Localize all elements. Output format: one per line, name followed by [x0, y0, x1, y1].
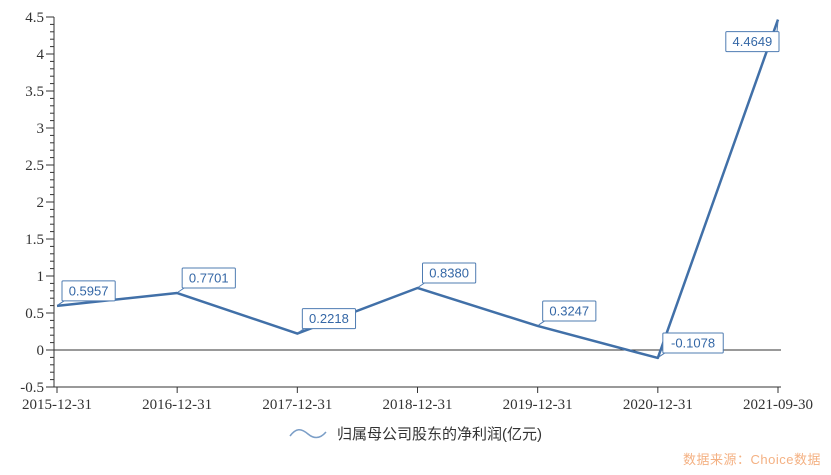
point-label: 0.3247 — [538, 300, 597, 326]
point-label: 0.7701 — [177, 267, 236, 293]
y-axis-tick-label: 4.5 — [25, 10, 44, 26]
y-axis-tick-label: 2 — [37, 195, 45, 211]
point-label-value: -0.1078 — [671, 335, 715, 350]
x-axis-tick-label: 2018-12-31 — [383, 397, 453, 413]
x-axis-tick-label: 2019-12-31 — [503, 397, 573, 413]
y-axis-tick-label: 3.5 — [25, 84, 44, 100]
x-axis-tick-label: 2016-12-31 — [142, 397, 212, 413]
point-label-value: 0.8380 — [429, 265, 469, 280]
point-label: 4.4649 — [725, 20, 780, 53]
point-label-value: 0.3247 — [549, 303, 589, 318]
y-axis-tick-label: 3 — [37, 121, 45, 137]
point-label-value: 0.5957 — [69, 283, 109, 298]
y-axis-tick-label: 1 — [37, 269, 45, 285]
y-axis-tick-label: 0.5 — [25, 306, 44, 322]
legend-series-label: 归属母公司股东的净利润(亿元) — [337, 426, 542, 443]
point-label: 0.5957 — [57, 280, 116, 306]
point-label-leader — [57, 300, 65, 306]
point-label: -0.1078 — [658, 332, 724, 358]
point-label-box — [61, 280, 116, 302]
point-label: 0.2218 — [298, 308, 357, 334]
point-label-box — [725, 31, 780, 53]
y-axis-tick-label: 1.5 — [25, 232, 44, 248]
x-axis-tick-label: 2017-12-31 — [262, 397, 332, 413]
legend-line-marker-icon — [289, 428, 327, 438]
point-label-box — [181, 267, 236, 289]
point-label-leader — [418, 282, 425, 288]
y-axis-tick-label: 0 — [37, 343, 45, 359]
point-label-value: 0.2218 — [309, 311, 349, 326]
x-axis-tick-label: 2015-12-31 — [22, 397, 92, 413]
point-label-box — [662, 332, 724, 354]
y-axis-tick-label: -0.5 — [20, 380, 44, 396]
point-label-box — [422, 262, 477, 284]
point-label-box — [301, 308, 357, 330]
point-label-leader — [776, 20, 779, 32]
point-label-value: 0.7701 — [189, 271, 229, 286]
y-axis-tick-label: 4 — [37, 47, 45, 63]
y-axis-tick-label: 2.5 — [25, 158, 44, 174]
point-label-leader — [298, 328, 305, 334]
point-label-leader — [177, 287, 185, 293]
series-line — [56, 19, 780, 360]
point-label-leader — [658, 352, 666, 358]
point-label: 0.8380 — [418, 262, 477, 288]
point-label-leader — [538, 320, 545, 326]
chart-legend[interactable]: 归属母公司股东的净利润(亿元) — [0, 423, 831, 444]
x-axis-tick-label: 2021-09-30 — [743, 397, 813, 413]
point-label-box — [542, 300, 597, 322]
x-axis-tick-label: 2020-12-31 — [623, 397, 693, 413]
point-label-value: 4.4649 — [733, 34, 773, 49]
data-source-watermark: 数据来源：Choice数据 — [683, 452, 821, 467]
